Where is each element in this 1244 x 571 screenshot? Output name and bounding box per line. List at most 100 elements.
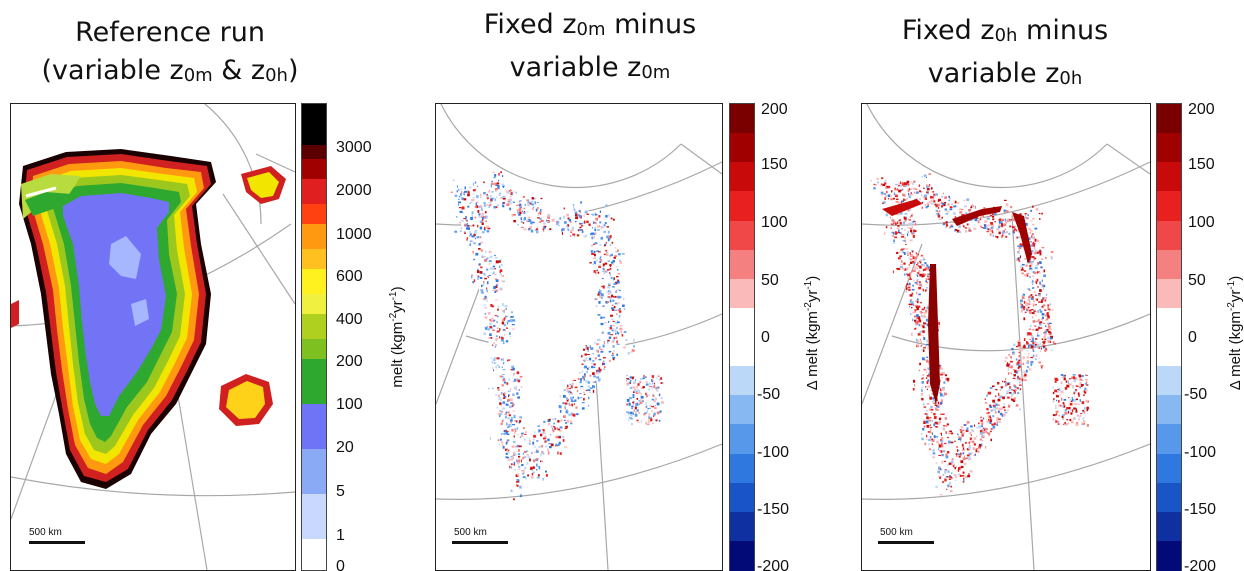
speckle-cell <box>935 485 938 488</box>
speckle-cell <box>1000 386 1004 388</box>
speckle-cell <box>1079 399 1081 402</box>
speckle-cell <box>930 199 933 203</box>
speckle-cell <box>922 376 924 380</box>
speckle-cell <box>521 469 525 472</box>
speckle-cell <box>528 442 531 445</box>
speckle-cell <box>918 293 921 296</box>
speckle-cell <box>1072 385 1075 389</box>
speckle-cell <box>899 221 902 225</box>
speckle-cell <box>1013 392 1015 394</box>
speckle-cell <box>1069 398 1072 401</box>
fixed-z0m-difference-map: 500 km <box>435 103 723 571</box>
speckle-cell <box>926 434 928 438</box>
speckle-cell <box>981 425 983 428</box>
speckle-cell <box>912 256 915 260</box>
speckle-cell <box>919 331 921 334</box>
speckle-cell <box>946 451 950 454</box>
speckle-cell <box>509 207 512 211</box>
speckle-cell <box>599 346 601 349</box>
speckle-cell <box>923 314 926 316</box>
speckle-cell <box>570 396 573 400</box>
speckle-cell <box>928 448 932 451</box>
speckle-cell <box>928 372 930 375</box>
speckle-cell <box>887 198 890 200</box>
speckle-cell <box>519 211 522 215</box>
speckle-cell <box>966 421 970 424</box>
speckle-cell <box>1056 395 1059 398</box>
speckle-cell <box>609 244 612 246</box>
speckle-cell <box>486 193 488 196</box>
speckle-cell <box>508 395 510 398</box>
speckle-cell <box>921 284 923 288</box>
speckle-cell <box>532 206 535 209</box>
speckle-cell <box>1086 423 1089 427</box>
speckle-cell <box>989 387 993 389</box>
speckle-cell <box>1012 215 1014 218</box>
speckle-cell <box>1082 420 1086 423</box>
speckle-cell <box>553 426 556 428</box>
speckle-cell <box>520 205 523 208</box>
speckle-cell <box>585 380 588 383</box>
colorbar-swatch <box>302 539 326 570</box>
speckle-cell <box>607 301 609 304</box>
speckle-cell <box>1003 210 1006 213</box>
speckle-cell <box>1041 299 1044 302</box>
speckle-cell <box>907 233 909 237</box>
speckle-cell <box>1061 376 1064 378</box>
speckle-cell <box>645 383 649 386</box>
speckle-cell <box>1017 252 1021 254</box>
speckle-cell <box>1039 308 1041 311</box>
speckle-cell <box>612 352 614 355</box>
speckle-cell <box>566 389 569 393</box>
speckle-cell <box>593 243 595 246</box>
speckle-cell <box>966 223 969 226</box>
speckle-cell <box>517 223 519 226</box>
speckle-cell <box>506 433 510 435</box>
speckle-cell <box>921 381 924 384</box>
speckle-cell <box>552 418 555 421</box>
speckle-cell <box>531 203 534 206</box>
speckle-cell <box>509 335 512 337</box>
speckle-cell <box>968 446 971 450</box>
speckle-cell <box>964 205 967 208</box>
speckle-cell <box>913 231 915 235</box>
speckle-cell <box>1026 362 1029 364</box>
speckle-cell <box>483 181 485 184</box>
speckle-cell <box>502 196 506 198</box>
speckle-cell <box>500 358 503 361</box>
speckle-cell <box>568 413 571 416</box>
speckle-cell <box>607 235 610 238</box>
speckle-cell <box>1065 423 1068 426</box>
speckle-cell <box>928 380 930 384</box>
speckle-cell <box>906 267 908 270</box>
speckle-cell <box>506 449 509 453</box>
speckle-cell <box>995 395 997 398</box>
speckle-cell <box>514 429 517 433</box>
speckle-cell <box>1053 398 1055 401</box>
speckle-cell <box>611 327 614 330</box>
speckle-cell <box>942 372 945 376</box>
speckle-cell <box>538 429 540 431</box>
speckle-cell <box>1025 369 1028 373</box>
speckle-cell <box>472 281 474 284</box>
speckle-cell <box>559 452 562 455</box>
speckle-cell <box>883 193 886 195</box>
speckle-cell <box>639 381 642 384</box>
speckle-cell <box>646 405 648 408</box>
speckle-cell <box>539 221 541 223</box>
speckle-cell <box>1050 332 1052 335</box>
colorbar-swatch <box>1157 453 1181 484</box>
speckle-cell <box>948 199 950 202</box>
speckle-cell <box>918 184 921 187</box>
speckle-cell <box>1038 319 1040 321</box>
speckle-cell <box>508 394 510 396</box>
speckle-cell <box>911 269 915 273</box>
speckle-cell <box>612 286 615 288</box>
speckle-cell <box>568 402 571 406</box>
speckle-cell <box>940 367 943 370</box>
speckle-cell <box>1005 235 1008 238</box>
speckle-cell <box>506 430 509 432</box>
speckle-cell <box>587 385 590 388</box>
speckle-cell <box>522 210 524 213</box>
speckle-cell <box>984 224 987 228</box>
